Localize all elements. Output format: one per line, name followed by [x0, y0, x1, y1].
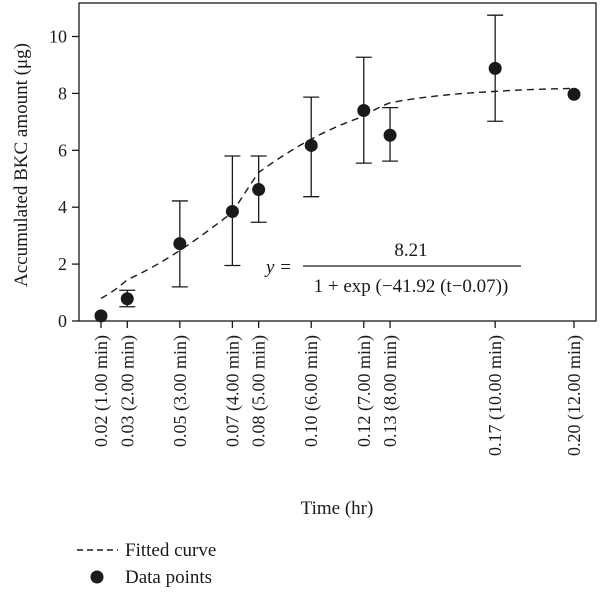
x-tick-label: 0.13 (8.00 min) [380, 335, 401, 447]
fitted-curve [100, 87, 575, 300]
data-points [94, 61, 581, 323]
legend: Fitted curve Data points [77, 540, 216, 588]
legend-point-icon [90, 570, 104, 584]
y-axis-label: Accumulated BKC amount (μg) [11, 43, 32, 287]
x-tick-label: 0.02 (1.00 min) [91, 335, 112, 447]
data-point [252, 183, 266, 197]
y-ticks: 0 2 4 6 8 10 [49, 27, 79, 331]
x-axis-label: Time (hr) [301, 498, 374, 519]
fitted-curve-layer [100, 87, 575, 300]
x-tick-label: 0.05 (3.00 min) [170, 335, 191, 447]
x-tick-label: 0.07 (4.00 min) [222, 335, 243, 447]
x-tick-label: 0.20 (12.00 min) [564, 335, 585, 456]
plot-frame [78, 2, 597, 322]
error-bars [119, 14, 504, 308]
x-tick-label: 0.08 (5.00 min) [249, 335, 270, 447]
data-point [94, 309, 108, 323]
data-point [383, 128, 397, 142]
y-tick-label: 8 [58, 83, 67, 103]
y-tick-label: 6 [58, 140, 67, 160]
y-tick-label: 10 [49, 27, 67, 47]
data-point [357, 103, 371, 117]
equation-lhs: y = [264, 257, 292, 278]
x-tick-label: 0.10 (6.00 min) [301, 335, 322, 447]
equation-numerator: 8.21 [394, 240, 427, 261]
data-point [120, 292, 134, 306]
equation-denominator: 1 + exp (−41.92 (t−0.07)) [314, 276, 509, 297]
x-tick-label: 0.12 (7.00 min) [354, 335, 375, 447]
legend-label-fitted-curve: Fitted curve [125, 540, 216, 561]
x-tick-label: 0.03 (2.00 min) [117, 335, 138, 447]
legend-label-data-points: Data points [125, 567, 212, 588]
data-point [304, 138, 318, 152]
x-ticks: 0.02 (1.00 min) 0.03 (2.00 min) 0.05 (3.00… [91, 321, 585, 456]
data-point [225, 204, 239, 218]
data-point [173, 237, 187, 251]
data-point [488, 61, 502, 75]
y-tick-label: 2 [58, 254, 67, 274]
y-tick-label: 4 [58, 197, 67, 217]
x-tick-label: 0.17 (10.00 min) [485, 335, 506, 456]
y-tick-label: 0 [58, 311, 67, 331]
data-point [567, 87, 581, 101]
equation-annotation: y = 8.21 1 + exp (−41.92 (t−0.07)) [264, 240, 521, 297]
